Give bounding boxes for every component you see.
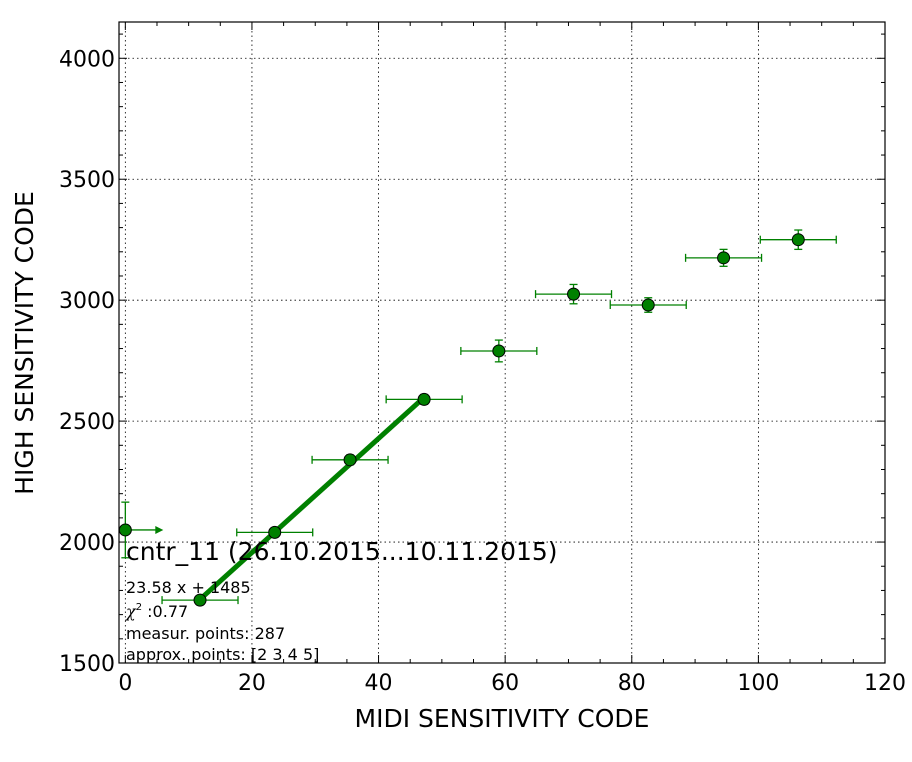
chi-superscript: 2: [136, 602, 142, 613]
data-point: [641, 298, 655, 312]
data-point: [343, 453, 357, 467]
limit-arrow-head: [155, 525, 164, 534]
y-tick-label: 1500: [59, 652, 115, 677]
y-axis-label: HIGH SENSITIVITY CODE: [10, 191, 39, 495]
data-point: [417, 392, 431, 406]
data-point: [268, 525, 282, 539]
x-tick-label: 80: [618, 671, 646, 696]
annotation-measur-points: measur. points: 287: [126, 624, 285, 643]
fit-line: [198, 395, 426, 602]
data-point: [118, 523, 132, 537]
tick-labels: 0 20 40 60 80 100 120 1500 2000 2500 3000 3500 4000: [59, 47, 906, 696]
annotation-title: cntr_11 (26.10.2015...10.11.2015): [126, 537, 558, 566]
y-tick-label: 2500: [59, 410, 115, 435]
annotation-equation: 23.58 x + 1485: [126, 578, 251, 597]
annotation-chi2: χ2 :0.77: [125, 602, 188, 621]
x-tick-label: 20: [238, 671, 266, 696]
fit-layer: [198, 395, 426, 602]
chi-value: :0.77: [142, 602, 188, 621]
x-tick-label: 100: [737, 671, 779, 696]
y-tick-label: 2000: [59, 531, 115, 556]
chi-symbol: χ: [125, 602, 137, 621]
annotation-approx-points: approx. points: [2 3 4 5]: [126, 645, 319, 664]
data-point: [791, 233, 805, 247]
y-tick-label: 4000: [59, 47, 115, 72]
x-tick-label: 60: [491, 671, 519, 696]
plot-frame: [118, 21, 886, 664]
data-point: [717, 251, 731, 265]
x-tick-label: 120: [864, 671, 906, 696]
x-tick-label: 40: [365, 671, 393, 696]
data-point: [567, 287, 581, 301]
y-tick-label: 3000: [59, 289, 115, 314]
data-point: [193, 593, 207, 607]
y-tick-label: 3500: [59, 168, 115, 193]
data-point: [492, 344, 506, 358]
x-axis-label: MIDI SENSITIVITY CODE: [355, 704, 650, 733]
x-tick-label: 0: [118, 671, 132, 696]
annotation-block: cntr_11 (26.10.2015...10.11.2015) 23.58 …: [125, 537, 558, 664]
